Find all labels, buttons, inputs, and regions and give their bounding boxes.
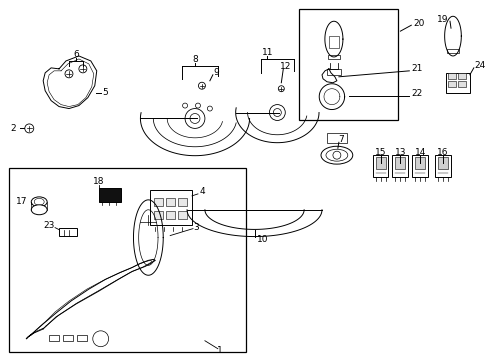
Text: 23: 23 bbox=[43, 221, 55, 230]
Text: 2: 2 bbox=[11, 124, 16, 133]
Bar bbox=[326, 133, 346, 143]
Text: 11: 11 bbox=[261, 49, 273, 58]
Circle shape bbox=[332, 151, 340, 159]
Bar bbox=[299, 9, 398, 121]
Text: 4: 4 bbox=[199, 188, 204, 197]
Bar bbox=[446, 49, 458, 53]
Bar bbox=[178, 211, 187, 219]
Bar bbox=[392, 155, 407, 177]
Bar bbox=[9, 168, 245, 352]
Text: 17: 17 bbox=[16, 197, 27, 206]
Bar bbox=[457, 81, 465, 87]
Text: 24: 24 bbox=[474, 62, 485, 71]
Circle shape bbox=[79, 65, 87, 73]
Bar bbox=[166, 211, 175, 219]
Bar bbox=[59, 228, 77, 235]
Ellipse shape bbox=[320, 146, 352, 164]
Bar bbox=[49, 335, 59, 341]
Bar bbox=[372, 155, 387, 177]
Bar bbox=[414, 157, 425, 169]
Circle shape bbox=[278, 86, 284, 92]
Ellipse shape bbox=[325, 149, 347, 161]
Text: 7: 7 bbox=[337, 135, 343, 144]
Text: 10: 10 bbox=[256, 235, 267, 244]
Bar bbox=[437, 157, 447, 169]
Ellipse shape bbox=[31, 197, 47, 207]
Bar bbox=[395, 157, 405, 169]
Text: 21: 21 bbox=[410, 64, 422, 73]
Bar bbox=[154, 211, 163, 219]
Text: 1: 1 bbox=[217, 346, 222, 355]
Text: 12: 12 bbox=[279, 62, 290, 71]
Bar bbox=[375, 157, 385, 169]
Text: 8: 8 bbox=[192, 55, 198, 64]
Bar bbox=[150, 190, 192, 225]
Bar bbox=[457, 73, 465, 79]
Bar bbox=[166, 198, 175, 206]
Text: 16: 16 bbox=[436, 148, 448, 157]
Bar bbox=[63, 335, 73, 341]
Text: 5: 5 bbox=[102, 88, 108, 97]
Bar bbox=[328, 36, 338, 48]
Circle shape bbox=[182, 103, 187, 108]
Text: 13: 13 bbox=[394, 148, 406, 157]
Circle shape bbox=[195, 103, 200, 108]
Bar bbox=[447, 73, 455, 79]
Text: 3: 3 bbox=[193, 223, 199, 232]
Text: 18: 18 bbox=[93, 177, 104, 186]
Circle shape bbox=[65, 70, 73, 78]
Bar bbox=[77, 335, 87, 341]
Text: 22: 22 bbox=[410, 89, 422, 98]
Ellipse shape bbox=[31, 205, 47, 215]
Text: 6: 6 bbox=[73, 50, 79, 59]
Bar bbox=[99, 188, 121, 202]
Ellipse shape bbox=[34, 198, 44, 205]
Circle shape bbox=[207, 106, 212, 111]
Bar bbox=[434, 155, 450, 177]
Text: 14: 14 bbox=[414, 148, 425, 157]
Circle shape bbox=[273, 109, 281, 117]
Text: 9: 9 bbox=[212, 68, 218, 77]
Bar bbox=[178, 198, 187, 206]
Bar bbox=[327, 55, 339, 59]
Circle shape bbox=[269, 105, 285, 121]
Bar bbox=[447, 81, 455, 87]
Bar bbox=[326, 69, 340, 75]
Bar bbox=[445, 73, 469, 93]
Text: 19: 19 bbox=[436, 15, 447, 24]
Circle shape bbox=[190, 113, 200, 123]
Bar bbox=[154, 198, 163, 206]
Bar bbox=[411, 155, 427, 177]
Circle shape bbox=[184, 109, 204, 129]
Circle shape bbox=[93, 331, 108, 347]
Text: 15: 15 bbox=[374, 148, 386, 157]
Circle shape bbox=[25, 124, 34, 133]
Text: 20: 20 bbox=[412, 19, 424, 28]
Circle shape bbox=[198, 82, 205, 89]
